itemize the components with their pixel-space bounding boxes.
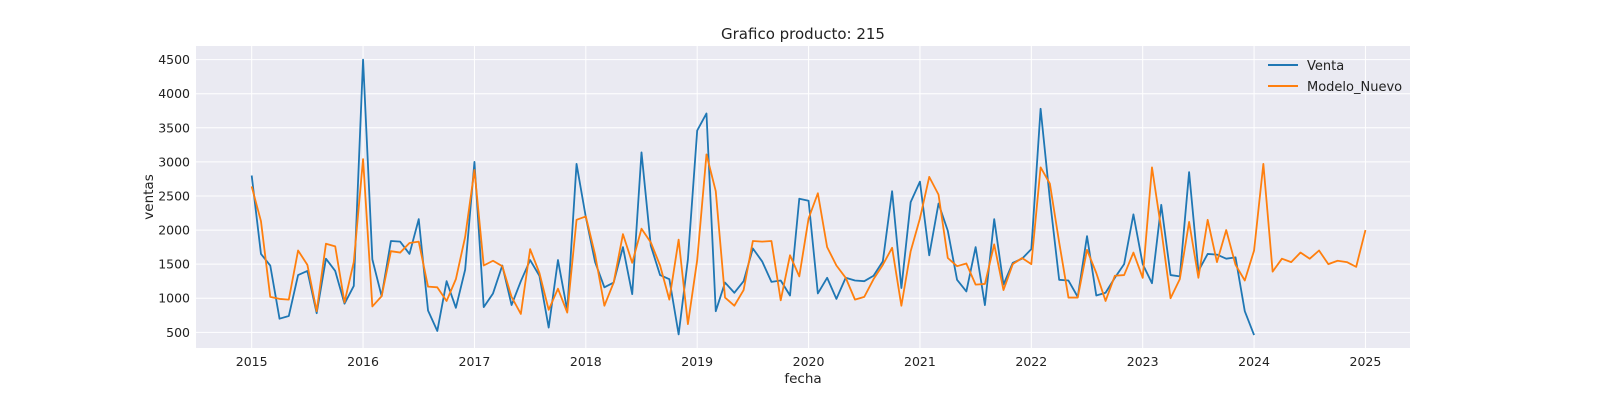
- legend: Venta Modelo_Nuevo: [1268, 59, 1402, 95]
- series-line-modelo-nuevo: [250, 153, 1367, 326]
- x-tick-label: 2016: [347, 354, 379, 369]
- x-tick-label: 2017: [459, 354, 491, 369]
- x-tick-label: 2025: [1350, 354, 1382, 369]
- y-grid: [196, 59, 1410, 333]
- series-layer: [250, 58, 1367, 336]
- y-tick-label: 2000: [158, 223, 190, 238]
- legend-label-modelo-nuevo: Modelo_Nuevo: [1307, 80, 1402, 95]
- y-tick-label: 1500: [158, 257, 190, 272]
- chart-title: Grafico producto: 215: [721, 25, 885, 43]
- plot-area: [196, 46, 1410, 348]
- x-tick-label: 2015: [236, 354, 268, 369]
- x-axis-ticks: 2015 2016 2017 2018 2019 2020 2021 2022 2023 2024…: [236, 354, 1382, 369]
- x-tick-label: 2019: [681, 354, 713, 369]
- y-tick-label: 3000: [158, 154, 190, 169]
- x-tick-label: 2024: [1238, 354, 1270, 369]
- legend-label-venta: Venta: [1307, 59, 1344, 74]
- x-tick-label: 2021: [904, 354, 936, 369]
- y-axis-ticks: 500 1000 1500 2000 2500 3000 3500 4000 4500: [158, 52, 190, 340]
- y-tick-label: 2500: [158, 188, 190, 203]
- y-tick-label: 3500: [158, 120, 190, 135]
- x-axis-label: fecha: [784, 371, 821, 387]
- y-tick-label: 500: [166, 325, 190, 340]
- x-grid: [251, 46, 1366, 348]
- y-tick-label: 4500: [158, 52, 190, 67]
- x-tick-label: 2023: [1127, 354, 1159, 369]
- x-tick-label: 2018: [570, 354, 602, 369]
- series-line-venta: [250, 58, 1255, 336]
- y-tick-label: 1000: [158, 291, 190, 306]
- y-tick-label: 4000: [158, 86, 190, 101]
- x-tick-label: 2022: [1015, 354, 1047, 369]
- y-axis-label: ventas: [141, 174, 157, 219]
- x-tick-label: 2020: [793, 354, 825, 369]
